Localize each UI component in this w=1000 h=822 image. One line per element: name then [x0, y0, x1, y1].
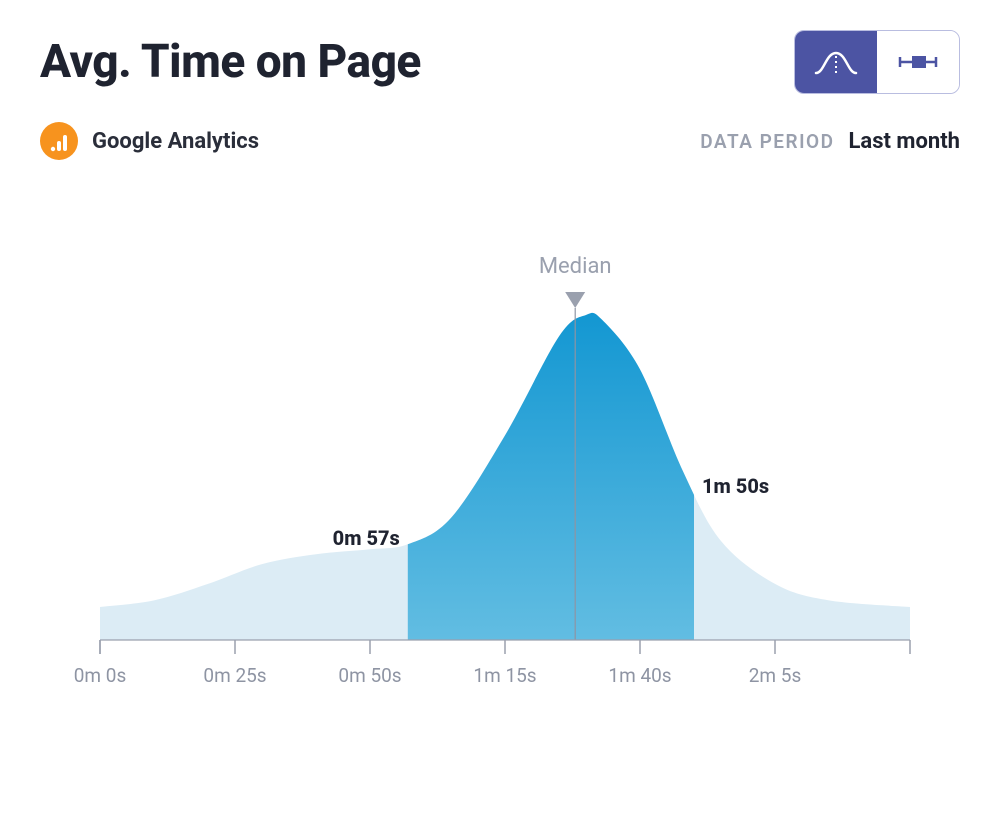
- data-period-label: DATA PERIOD: [700, 130, 834, 153]
- page-title: Avg. Time on Page: [40, 35, 421, 89]
- data-source-label: Google Analytics: [92, 129, 259, 154]
- median-marker-icon: [565, 292, 585, 308]
- distribution-icon: [814, 47, 858, 77]
- x-tick-label: 1m 40s: [608, 664, 671, 687]
- x-tick-label: 0m 0s: [74, 664, 127, 687]
- x-tick-label: 0m 25s: [203, 664, 266, 687]
- view-toggle: [794, 30, 960, 94]
- boxplot-toggle[interactable]: [877, 31, 959, 93]
- range-high-label: 1m 50s: [702, 474, 769, 498]
- distribution-toggle[interactable]: [795, 31, 877, 93]
- median-label: Median: [539, 254, 612, 279]
- x-tick-label: 1m 15s: [473, 664, 536, 687]
- boxplot-icon: [896, 47, 940, 77]
- distribution-chart: Median0m 57s1m 50s0m 0s0m 25s0m 50s1m 15…: [40, 260, 920, 730]
- x-tick-label: 2m 5s: [749, 664, 802, 687]
- data-period-value: Last month: [849, 129, 960, 154]
- google-analytics-icon: [40, 122, 78, 160]
- range-low-label: 0m 57s: [333, 526, 400, 550]
- chart-svg: [40, 260, 920, 720]
- data-source: Google Analytics: [40, 122, 259, 160]
- x-tick-label: 0m 50s: [338, 664, 401, 687]
